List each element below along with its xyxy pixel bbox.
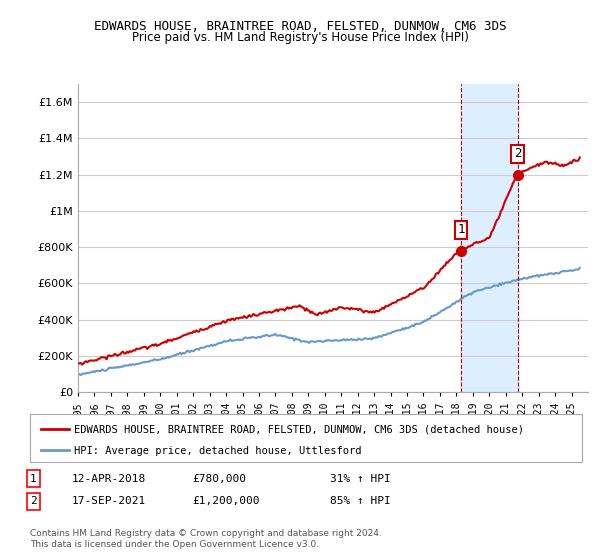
Text: 85% ↑ HPI: 85% ↑ HPI [330,496,391,506]
Text: 31% ↑ HPI: 31% ↑ HPI [330,474,391,484]
Text: Price paid vs. HM Land Registry's House Price Index (HPI): Price paid vs. HM Land Registry's House … [131,31,469,44]
Text: 17-SEP-2021: 17-SEP-2021 [72,496,146,506]
Bar [461,84,518,392]
Text: 1: 1 [457,223,465,236]
Text: £780,000: £780,000 [192,474,246,484]
Text: EDWARDS HOUSE, BRAINTREE ROAD, FELSTED, DUNMOW, CM6 3DS: EDWARDS HOUSE, BRAINTREE ROAD, FELSTED, … [94,20,506,32]
Text: 12-APR-2018: 12-APR-2018 [72,474,146,484]
Text: Contains HM Land Registry data © Crown copyright and database right 2024.
This d: Contains HM Land Registry data © Crown c… [30,529,382,549]
Text: 2: 2 [514,147,521,160]
Text: EDWARDS HOUSE, BRAINTREE ROAD, FELSTED, DUNMOW, CM6 3DS (detached house): EDWARDS HOUSE, BRAINTREE ROAD, FELSTED, … [74,424,524,435]
Text: HPI: Average price, detached house, Uttlesford: HPI: Average price, detached house, Uttl… [74,446,362,456]
Text: £1,200,000: £1,200,000 [192,496,260,506]
Text: 1: 1 [30,474,37,484]
Text: 2: 2 [30,496,37,506]
